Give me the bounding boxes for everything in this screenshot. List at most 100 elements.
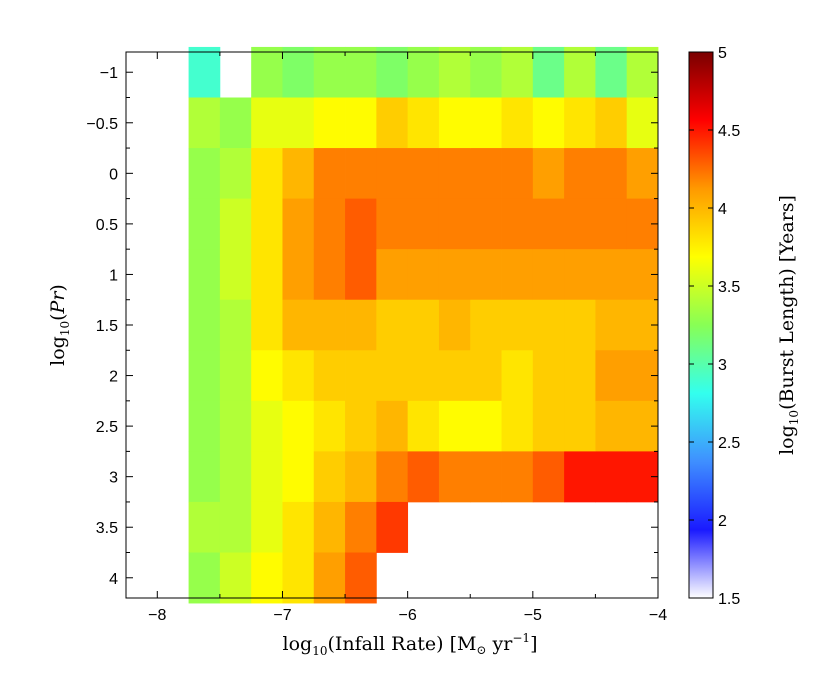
heatmap-cell — [313, 501, 346, 553]
heatmap-cell — [470, 46, 502, 98]
heatmap-cell — [188, 148, 221, 200]
heatmap-cell — [470, 198, 502, 250]
colorbar-tick-label: 4 — [718, 201, 727, 218]
heatmap-cell — [219, 299, 252, 351]
heatmap-cell — [188, 552, 221, 604]
heatmap-cell — [345, 501, 377, 553]
heatmap-cell — [313, 299, 346, 351]
y-tick-label: 4 — [109, 571, 118, 588]
heatmap-cell — [282, 552, 315, 604]
heatmap-cell — [501, 46, 534, 98]
heatmap-cell — [564, 299, 596, 351]
heatmap-cell — [470, 148, 502, 200]
heatmap-cell — [251, 501, 283, 553]
heatmap-cell — [313, 552, 346, 604]
heatmap-cell — [407, 198, 440, 250]
x-tick-label: −4 — [649, 607, 667, 624]
colorbar — [688, 51, 714, 599]
heatmap-cell — [501, 350, 534, 402]
heatmap-cell — [532, 350, 565, 402]
heatmap-cell — [501, 97, 534, 149]
heatmap-cell — [345, 249, 377, 301]
heatmap-cell — [345, 299, 377, 351]
heatmap-cell — [438, 350, 471, 402]
heatmap-cell — [251, 299, 283, 351]
heatmap-cell — [282, 400, 315, 452]
heatmap-cell — [470, 400, 502, 452]
heatmap-cell — [470, 350, 502, 402]
y-tick-label: 3 — [109, 470, 118, 487]
heatmap-cell — [438, 451, 471, 503]
heatmap-cell — [564, 198, 596, 250]
x-tick-label: −5 — [524, 607, 542, 624]
heatmap-cell — [407, 148, 440, 200]
heatmap-cell — [595, 299, 628, 351]
x-tick-label: −7 — [273, 607, 291, 624]
y-tick-label: 2.5 — [96, 419, 118, 436]
heatmap-cell — [595, 350, 628, 402]
heatmap-cells — [188, 46, 659, 604]
heatmap-cell — [470, 299, 502, 351]
heatmap-cell — [251, 249, 283, 301]
y-tick-label: 0 — [109, 166, 118, 183]
heatmap-cell — [532, 249, 565, 301]
heatmap-cell — [219, 198, 252, 250]
heatmap-cell — [345, 46, 377, 98]
heatmap-cell — [532, 198, 565, 250]
heatmap-cell — [595, 148, 628, 200]
heatmap-cell — [438, 249, 471, 301]
heatmap-cell — [251, 148, 283, 200]
heatmap-cell — [438, 198, 471, 250]
colorbar-axis: 1.5 2 2.5 3 3.5 4 4.5 5 — [689, 45, 740, 608]
heatmap-cell — [219, 400, 252, 452]
heatmap-cell — [407, 350, 440, 402]
heatmap-cell — [251, 350, 283, 402]
heatmap-cell — [313, 97, 346, 149]
heatmap-cell — [376, 148, 409, 200]
heatmap-cell — [532, 451, 565, 503]
x-tick-label: −8 — [148, 607, 166, 624]
heatmap-cell — [313, 198, 346, 250]
heatmap-cell — [376, 400, 409, 452]
heatmap-cell — [532, 97, 565, 149]
heatmap-cell — [564, 148, 596, 200]
x-axis: −8 −7 −6 −5 −4 — [148, 52, 667, 624]
heatmap-cell — [501, 451, 534, 503]
heatmap-cell — [376, 350, 409, 402]
heatmap-cell — [470, 97, 502, 149]
heatmap-cell — [438, 148, 471, 200]
heatmap-cell — [251, 451, 283, 503]
heatmap-cell — [188, 451, 221, 503]
heatmap-cell — [501, 198, 534, 250]
heatmap-cell — [376, 97, 409, 149]
heatmap-cell — [188, 350, 221, 402]
heatmap-cell — [501, 299, 534, 351]
heatmap-cell — [345, 148, 377, 200]
heatmap-cell — [407, 249, 440, 301]
heatmap-cell — [532, 299, 565, 351]
heatmap-cell — [251, 552, 283, 604]
heatmap-cell — [282, 299, 315, 351]
heatmap-cell — [376, 249, 409, 301]
heatmap-cell — [188, 501, 221, 553]
heatmap-cell — [438, 299, 471, 351]
heatmap-cell — [188, 299, 221, 351]
heatmap-cell — [219, 552, 252, 604]
heatmap-cell — [564, 451, 596, 503]
heatmap-cell — [376, 501, 409, 553]
y-tick-label: −0.5 — [86, 116, 118, 133]
heatmap-cell — [345, 198, 377, 250]
heatmap-cell — [564, 400, 596, 452]
heatmap-cell — [564, 97, 596, 149]
heatmap-cell — [345, 400, 377, 452]
heatmap-cell — [188, 97, 221, 149]
heatmap-cell — [470, 249, 502, 301]
heatmap-cell — [438, 46, 471, 98]
heatmap-cell — [219, 501, 252, 553]
heatmap-cell — [188, 198, 221, 250]
heatmap-cell — [376, 46, 409, 98]
heatmap-cell — [219, 249, 252, 301]
heatmap-cell — [313, 249, 346, 301]
y-axis: −1 −0.5 0 0.5 1 1.5 2 2.5 3 3.5 4 — [86, 65, 658, 588]
y-tick-label: 0.5 — [96, 217, 118, 234]
